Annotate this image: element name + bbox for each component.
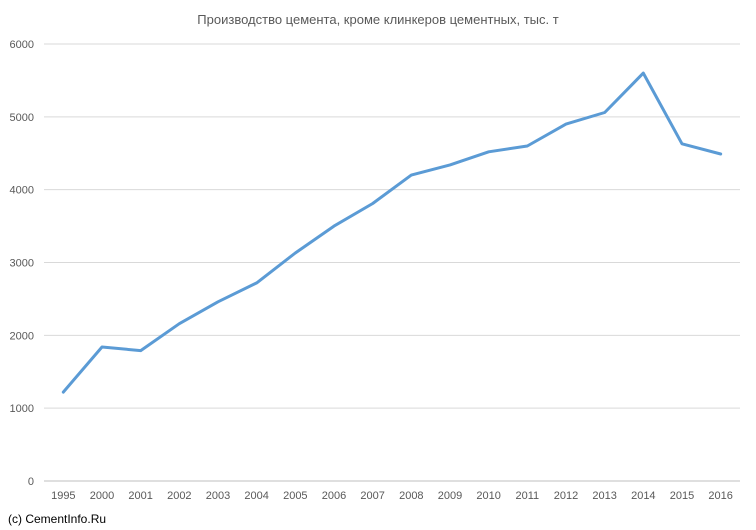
data-point	[603, 111, 606, 114]
x-tick-label: 2014	[631, 490, 655, 502]
data-point	[719, 152, 722, 155]
y-tick-label: 6000	[10, 39, 34, 51]
x-tick-label: 2000	[90, 490, 114, 502]
y-tick-label: 2000	[10, 330, 34, 342]
data-point	[642, 72, 645, 75]
data-point	[178, 322, 181, 325]
data-point	[410, 174, 413, 177]
x-tick-label: 2011	[516, 490, 540, 502]
x-tick-label: 2001	[128, 490, 152, 502]
gridlines	[44, 43, 740, 482]
x-tick-label: 2012	[554, 490, 578, 502]
x-tick-label: 2008	[399, 490, 423, 502]
series-line-0	[61, 71, 723, 394]
x-tick-label: 2004	[244, 490, 268, 502]
y-axis-tick-labels: 0 1000 2000 3000 4000 5000 6000	[10, 39, 34, 488]
x-tick-label: 2005	[283, 490, 307, 502]
data-point	[62, 391, 65, 394]
x-tick-label: 2016	[708, 490, 732, 502]
data-point	[217, 300, 220, 303]
data-point	[294, 252, 297, 255]
y-tick-label: 4000	[10, 185, 34, 197]
y-tick-label: 5000	[10, 112, 34, 124]
x-tick-label: 2007	[360, 490, 384, 502]
data-point	[101, 345, 104, 348]
x-tick-label: 2015	[670, 490, 694, 502]
data-point	[371, 202, 374, 205]
data-point	[681, 142, 684, 145]
data-point	[526, 144, 529, 147]
data-point	[487, 150, 490, 153]
x-axis-tick-labels: 1995 2000 2001 2002 2003 2004 2005 2006 2007 2008…	[51, 490, 733, 502]
data-point	[139, 349, 142, 352]
y-tick-label: 3000	[10, 258, 34, 270]
chart-title: Производство цемента, кроме клинкеров це…	[197, 12, 559, 27]
x-tick-label: 2003	[206, 490, 230, 502]
x-tick-label: 2006	[322, 490, 346, 502]
x-tick-label: 2013	[592, 490, 616, 502]
data-point	[449, 163, 452, 166]
data-point	[333, 225, 336, 228]
y-tick-label: 1000	[10, 403, 34, 415]
x-tick-label: 2009	[438, 490, 462, 502]
data-point	[565, 123, 568, 126]
series-layer	[61, 71, 723, 394]
data-point	[255, 281, 258, 284]
x-tick-label: 2010	[476, 490, 500, 502]
y-tick-label: 0	[28, 476, 34, 488]
x-tick-label: 1995	[51, 490, 75, 502]
x-tick-label: 2002	[167, 490, 191, 502]
copyright-credit: (c) CementInfo.Ru	[8, 512, 107, 526]
